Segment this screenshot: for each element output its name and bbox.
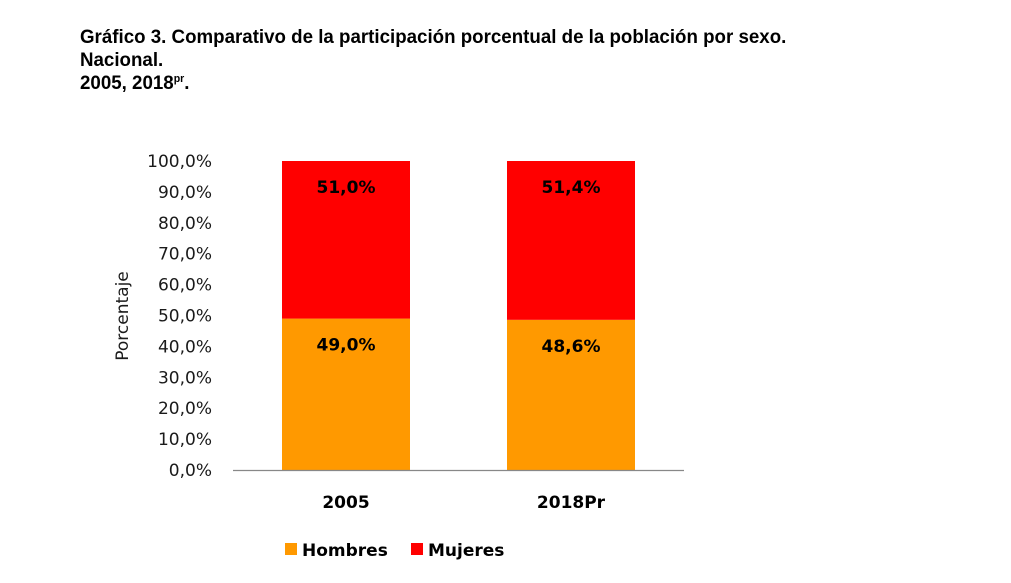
y-tick-label: 50,0% (158, 307, 212, 327)
legend: Hombres Mujeres (285, 541, 504, 561)
y-tick-label: 70,0% (158, 245, 212, 265)
y-axis-ticks: 0,0% 10,0% 20,0% 30,0% 40,0% 50,0% 60,0% 70,0% 8… (147, 152, 212, 481)
bar-hombres-2018pr (507, 319, 635, 470)
legend-swatch (285, 543, 297, 555)
y-axis-label: Porcentaje (113, 271, 133, 361)
bar-mujeres-2005 (282, 161, 410, 319)
y-tick-label: 40,0% (158, 337, 212, 357)
bar-mujeres-2018pr (507, 161, 635, 320)
title-line-1: Gráfico 3. Comparativo de la participaci… (80, 26, 787, 48)
x-tick-label: 2018Pr (537, 493, 606, 513)
y-tick-label: 0,0% (169, 461, 212, 481)
y-tick-label: 60,0% (158, 276, 212, 296)
legend-item-mujeres: Mujeres (411, 541, 504, 561)
x-axis-ticks: 2005 2018Pr (322, 493, 605, 513)
legend-swatch (411, 543, 423, 555)
title-line-2: Nacional. (80, 49, 164, 71)
title-preliminary-mark: pr (173, 73, 185, 85)
y-tick-label: 10,0% (158, 430, 212, 450)
y-tick-label: 20,0% (158, 399, 212, 419)
data-label-hombres-2005: 49,0% (317, 336, 376, 356)
data-label-hombres-2018pr: 48,6% (542, 337, 601, 357)
y-tick-label: 80,0% (158, 214, 212, 234)
title-years: 2005, 2018 (80, 72, 174, 94)
x-tick-label: 2005 (322, 493, 369, 513)
title-period: . (184, 72, 190, 94)
title-line-3: 2005, 2018pr. (80, 72, 786, 95)
bars: 49,0% 51,0% 48,6% 51,4% (282, 161, 635, 470)
y-tick-label: 100,0% (147, 152, 212, 172)
bar-hombres-2005 (282, 318, 410, 470)
legend-label: Mujeres (428, 541, 504, 561)
data-label-mujeres-2005: 51,0% (317, 178, 376, 198)
chart-title: Gráfico 3. Comparativo de la participaci… (80, 26, 786, 95)
legend-item-hombres: Hombres (285, 541, 388, 561)
y-tick-label: 30,0% (158, 368, 212, 388)
data-label-mujeres-2018pr: 51,4% (542, 178, 601, 198)
y-tick-label: 90,0% (158, 183, 212, 203)
legend-label: Hombres (302, 541, 388, 561)
